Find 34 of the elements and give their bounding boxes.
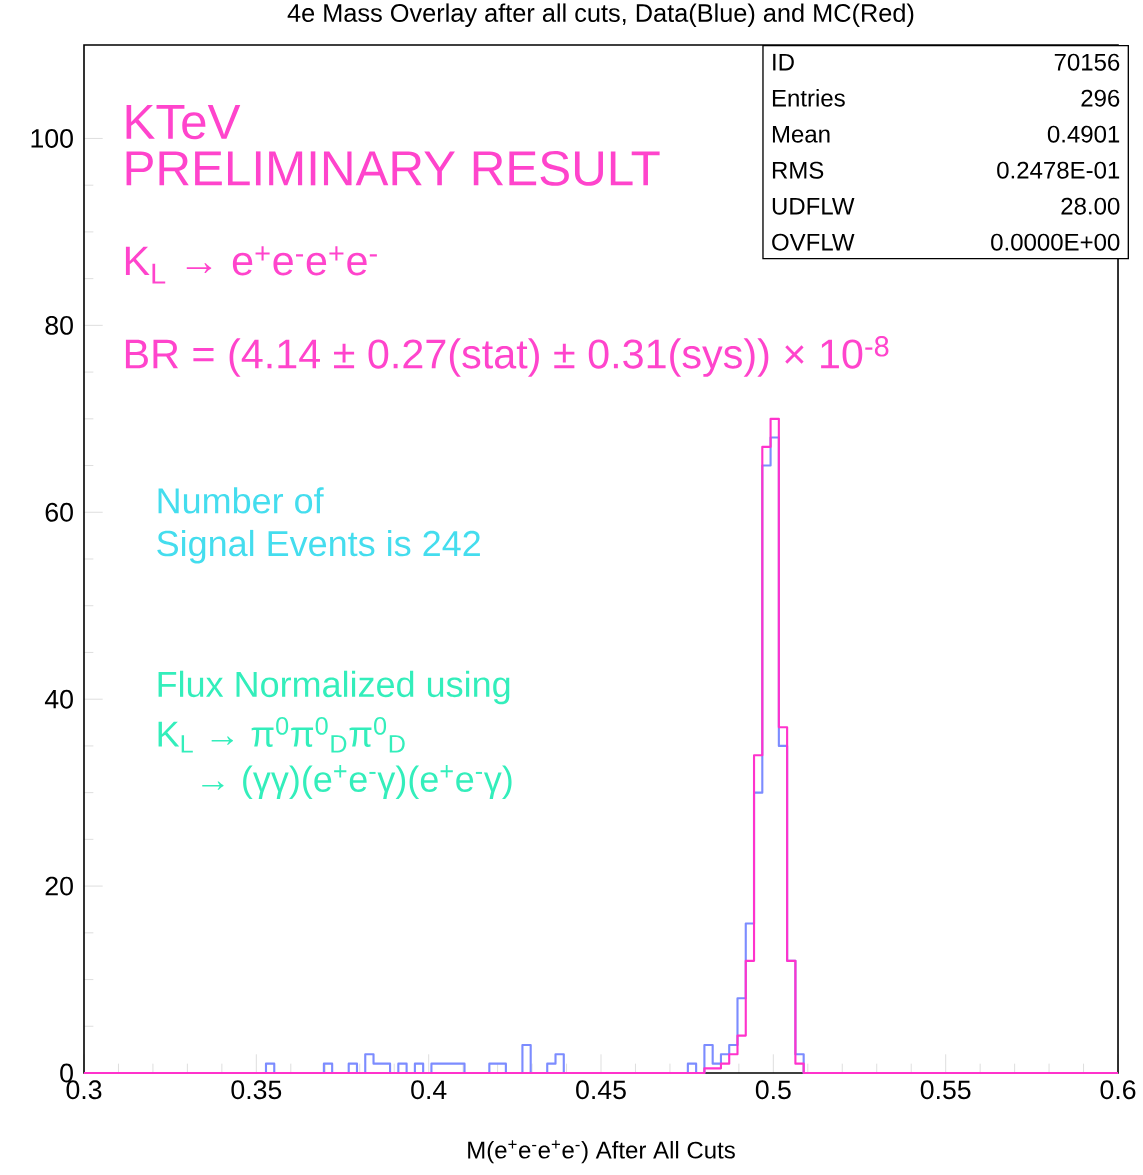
x-tick-label: 0.55 bbox=[920, 1080, 971, 1100]
annotation: UDFLW bbox=[772, 197, 855, 215]
x-tick-label: 0.5 bbox=[755, 1080, 791, 1100]
x-tick-label: 0.35 bbox=[231, 1080, 282, 1100]
annotation: KTeV bbox=[126, 104, 241, 140]
annotation: 0.2478E-01 bbox=[997, 161, 1120, 179]
annotation: Signal Events is 242 bbox=[157, 529, 480, 564]
y-tick-label: 60 bbox=[45, 502, 73, 522]
text: K$_{L}$ → e$^{+}$e$^{-}$e$^{+}$e$^{-}$ bbox=[125, 246, 377, 284]
annotation: PRELIMINARY RESULT bbox=[126, 150, 660, 186]
annotation: 70156 bbox=[1054, 53, 1120, 71]
annotation: ID bbox=[773, 53, 794, 71]
annotation: Flux Normalized using bbox=[158, 670, 510, 705]
annotation: OVFLW bbox=[772, 233, 855, 251]
y-tick-label: 40 bbox=[44, 689, 73, 709]
text: M(e$^{+}$e$^{-}$e$^{+}$e$^{-}$) After All Cuts bbox=[468, 1140, 735, 1164]
x-tick-label: 0.6 bbox=[1100, 1080, 1136, 1100]
annotation: RMS bbox=[772, 161, 824, 179]
y-tick-label: 80 bbox=[45, 315, 73, 335]
annotation: Mean bbox=[772, 125, 830, 143]
text: K$_{L}$ → π$^{0}$π$^{0}$$_{D}$π$^{0}$D bbox=[158, 717, 405, 753]
annotation: Number of bbox=[158, 487, 324, 514]
annotation: 0.4901 bbox=[1047, 125, 1120, 143]
y-tick-label: 100 bbox=[31, 129, 73, 148]
annotation: Entries bbox=[772, 89, 845, 107]
annotation: 296 bbox=[1081, 89, 1120, 107]
y-tick-label: 20 bbox=[45, 876, 73, 896]
chart-title: 4e Mass Overlay after all cuts, Data(Blue) and MC(Red) bbox=[287, 3, 914, 27]
x-tick-label: 0.45 bbox=[576, 1080, 626, 1100]
annotation: 28.00 bbox=[1061, 197, 1120, 215]
annotation: BR = (4.14 ± 0.27(stat) ± 0.31(sys)) × 10$^{-8}$ bbox=[125, 336, 889, 377]
x-tick-label: 0.4 bbox=[411, 1080, 447, 1100]
text: → (γγ)(e$^{+}$e$^{-}$γ)(e$^{+}$e$^{-}$γ) bbox=[202, 765, 512, 800]
annotation: 0.0000E+00 bbox=[991, 233, 1120, 251]
